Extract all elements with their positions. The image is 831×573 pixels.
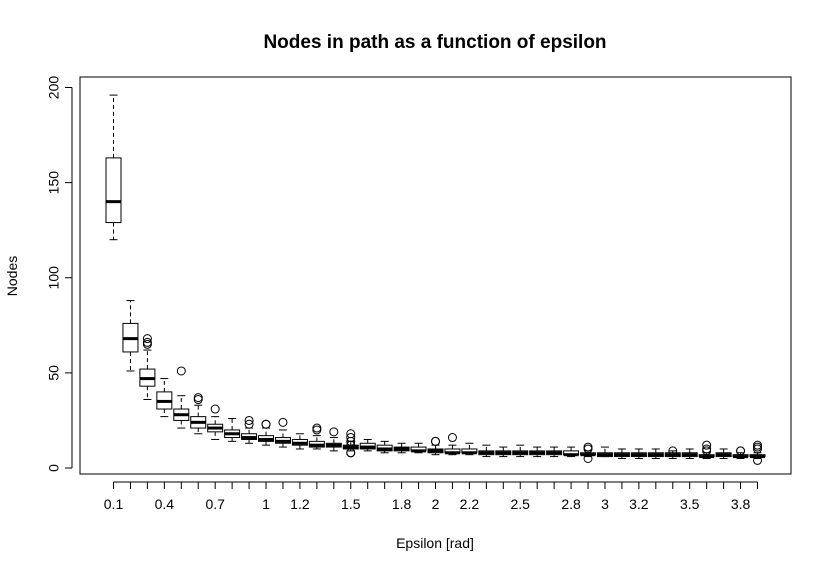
outlier-point [278, 417, 288, 427]
y-tick-label: 100 [46, 266, 62, 290]
box-36 [715, 448, 732, 459]
box-10 [274, 417, 291, 448]
plot-frame [79, 76, 792, 475]
box-22 [478, 444, 495, 458]
box-20 [444, 433, 461, 456]
x-axis-label: Epsilon [rad] [396, 535, 474, 551]
box-7 [224, 418, 241, 442]
x-tick-label: 1.8 [392, 496, 412, 512]
x-tick-label: 2.2 [460, 496, 480, 512]
box-38 [749, 440, 766, 465]
outlier-point [244, 415, 254, 425]
box-31 [630, 448, 647, 459]
outlier-point [261, 419, 271, 429]
outlier-point [176, 366, 186, 376]
box-5 [190, 393, 207, 435]
box-24 [512, 444, 529, 458]
x-tick-label: 0.7 [205, 496, 225, 512]
outlier-point [210, 404, 220, 414]
x-tick-label: 1.5 [341, 496, 361, 512]
outlier-point [142, 334, 152, 344]
box-33 [664, 446, 681, 459]
box-37 [732, 446, 749, 459]
x-tick-label: 0.4 [155, 496, 175, 512]
outlier-point [346, 433, 356, 443]
outlier-point [312, 423, 322, 433]
box-2 [139, 334, 156, 401]
box-29 [596, 446, 613, 458]
x-tick-label: 2.5 [511, 496, 531, 512]
outlier-point [583, 453, 593, 463]
box-16 [376, 440, 393, 454]
outlier-point [431, 436, 440, 446]
outlier-point [736, 446, 746, 456]
box-26 [546, 446, 563, 458]
outlier-point [583, 442, 593, 452]
outlier-point [193, 393, 203, 403]
box-11 [291, 433, 308, 450]
box-28 [580, 442, 597, 463]
box-9 [258, 419, 275, 446]
outlier-point [142, 337, 152, 347]
y-axis-label: Nodes [4, 256, 20, 296]
box-34 [681, 448, 698, 459]
y-tick-label: 0 [46, 464, 62, 472]
box-32 [647, 448, 664, 459]
box-3 [156, 378, 173, 418]
x-tick-label: 3.5 [680, 496, 700, 512]
x-tick-label: 0.1 [104, 496, 124, 512]
outlier-point [702, 444, 712, 454]
outlier-point [668, 446, 678, 456]
box-0 [105, 94, 122, 241]
box-15 [359, 438, 376, 452]
x-tick-label: 1.2 [290, 496, 310, 512]
outlier-point [244, 419, 254, 429]
y-tick-label: 200 [46, 76, 62, 100]
box-21 [461, 442, 478, 456]
box-4 [173, 366, 190, 429]
box-12 [308, 423, 325, 450]
box-19 [427, 436, 444, 456]
box-14 [342, 429, 359, 458]
box-25 [529, 446, 546, 458]
outlier-point [193, 395, 203, 405]
chart-title: Nodes in path as a function of epsilon [263, 32, 606, 53]
box-17 [393, 442, 410, 454]
outlier-point [346, 429, 356, 439]
x-tick-label: 1 [262, 496, 270, 512]
box-8 [241, 415, 258, 444]
outlier-point [753, 440, 762, 450]
boxes [105, 94, 766, 465]
outlier-point [447, 433, 457, 443]
x-tick-label: 3.2 [629, 496, 649, 512]
x-tick-label: 3 [601, 496, 609, 512]
box-30 [613, 448, 630, 459]
box-13 [325, 427, 342, 452]
outlier-point [753, 455, 762, 465]
box-rect [105, 157, 122, 224]
box-23 [495, 446, 512, 458]
outlier-point [753, 442, 762, 452]
outlier-point [312, 425, 322, 435]
x-tick-label: 2.8 [561, 496, 581, 512]
box-1 [122, 300, 139, 372]
y-tick-label: 50 [46, 365, 62, 381]
outlier-point [329, 427, 339, 437]
y-tick-label: 150 [46, 171, 62, 195]
box-27 [563, 446, 580, 458]
box-18 [410, 442, 427, 454]
x-axis: 0.1 0.4 0.7 1 1.2 1.5 1.8 2 2.2 2.5 2.8 3 3.2 3.5 3.8 [104, 481, 758, 512]
y-axis: 0 50 100 150 200 [46, 76, 73, 472]
outlier-point [702, 440, 712, 450]
x-tick-label: 3.8 [731, 496, 751, 512]
box-6 [207, 404, 224, 440]
x-tick-label: 2 [432, 496, 440, 512]
box-35 [698, 440, 715, 459]
